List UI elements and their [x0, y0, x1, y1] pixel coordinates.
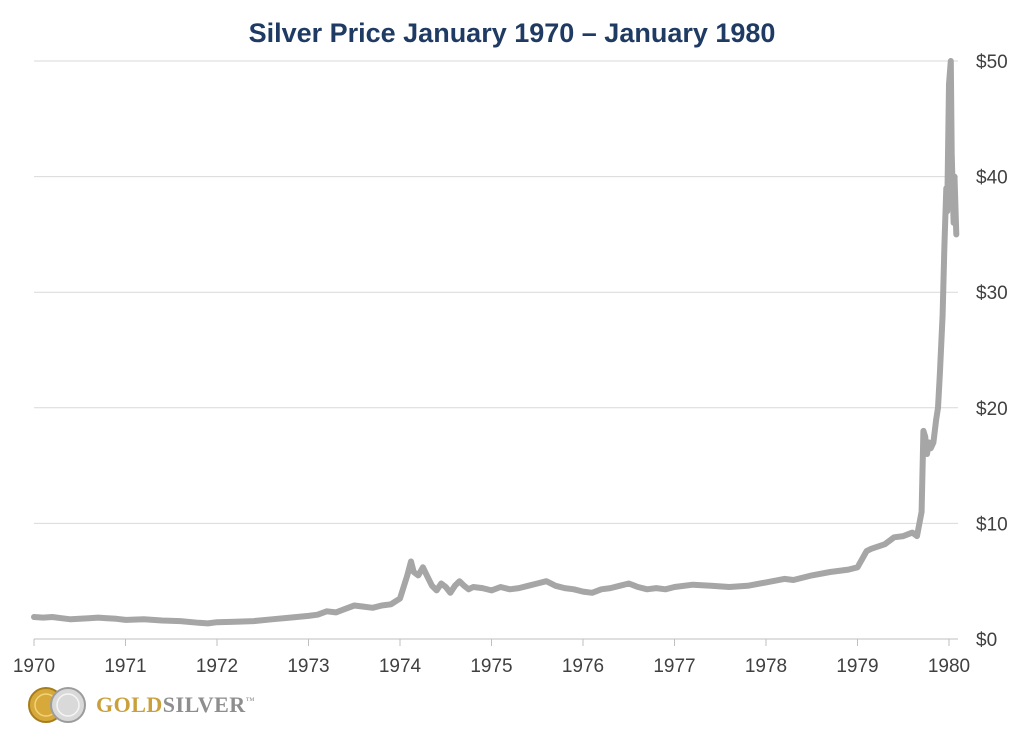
x-tick-label: 1973 [287, 656, 329, 677]
y-tick-label: $40 [976, 168, 1008, 189]
logo-word-silver: SILVER [162, 692, 246, 717]
x-tick-label: 1978 [745, 656, 787, 677]
y-tick-label: $0 [976, 630, 997, 651]
chart-title: Silver Price January 1970 – January 1980 [248, 18, 776, 48]
logo-word-gold: GOLD [96, 692, 163, 717]
y-tick-label: $50 [976, 52, 1008, 73]
y-axis-labels: $0 $10 $20 $30 $40 $50 [976, 52, 1008, 651]
x-axis-ticks [33, 639, 950, 646]
coins-logo-icon [28, 687, 86, 723]
gridlines [34, 60, 958, 640]
y-tick-label: $30 [976, 283, 1008, 304]
x-tick-label: 1977 [653, 656, 695, 677]
x-tick-label: 1980 [928, 656, 970, 677]
x-tick-label: 1972 [196, 656, 238, 677]
x-axis-labels: 1970 1971 1972 1973 1974 1975 1976 1977 1978 1979… [13, 656, 970, 677]
y-tick-label: $20 [976, 399, 1008, 420]
x-tick-label: 1976 [562, 656, 604, 677]
x-tick-label: 1970 [13, 656, 55, 677]
x-tick-label: 1979 [836, 656, 878, 677]
series-line [31, 58, 960, 627]
x-tick-label: 1974 [379, 656, 422, 677]
logo-wordmark: GOLDSILVER™ [96, 692, 255, 718]
silver-coin-icon [50, 687, 86, 723]
x-tick-label: 1975 [470, 656, 512, 677]
trademark-mark: ™ [245, 695, 256, 706]
y-tick-label: $10 [976, 514, 1008, 535]
goldsilver-logo: GOLDSILVER™ [28, 685, 255, 725]
x-tick-label: 1971 [104, 656, 146, 677]
